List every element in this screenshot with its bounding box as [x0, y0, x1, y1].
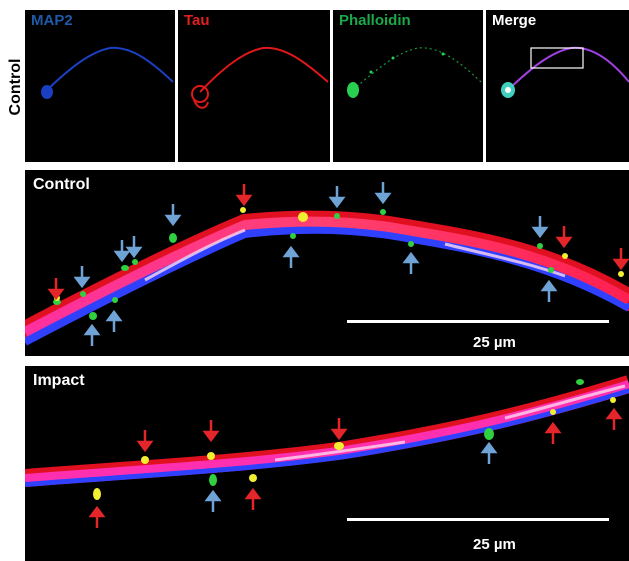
blue-arrows-impact: [204, 441, 498, 512]
panel-phalloidin: Phalloidin: [333, 10, 483, 162]
neuron-tau-image: [191, 46, 329, 109]
dendrite-impact-image: [25, 375, 629, 528]
red-arrows-impact: [88, 407, 623, 528]
panel-impact-zoom: Impact: [25, 366, 629, 561]
panel-title-map2: MAP2: [31, 12, 73, 29]
row-label-control: Control: [7, 58, 24, 116]
scale-bar-impact: [347, 518, 609, 521]
panel-title-control: Control: [33, 176, 90, 193]
panel-tau: Tau: [178, 10, 330, 162]
panel-map2: MAP2: [25, 10, 175, 162]
panel-merge: Merge: [486, 10, 629, 162]
panel-title-impact: Impact: [33, 372, 85, 389]
zoom-region-box: [530, 47, 584, 69]
blue-arrows-down-control: [73, 182, 549, 289]
dendrite-control-image: [25, 182, 629, 346]
neuron-map2-image: [41, 46, 174, 99]
neuron-phalloidin-image: [347, 47, 482, 98]
neuron-merge-image: [501, 46, 629, 98]
scale-label-impact: 25 µm: [473, 536, 516, 553]
panel-title-phalloidin: Phalloidin: [339, 12, 411, 29]
panel-title-tau: Tau: [184, 12, 210, 29]
red-arrows-control: [47, 184, 629, 301]
panel-title-merge: Merge: [492, 12, 537, 29]
panel-control-zoom: Control: [25, 170, 629, 356]
scale-label-control: 25 µm: [473, 334, 516, 351]
blue-arrows-up-control: [83, 245, 558, 346]
scale-bar-control: [347, 320, 609, 323]
